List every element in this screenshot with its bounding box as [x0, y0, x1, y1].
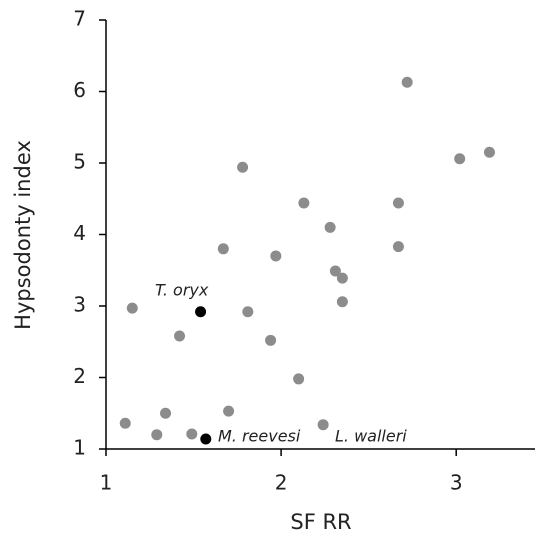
point [298, 197, 310, 209]
point [317, 419, 329, 431]
y-tick-label: 3 [73, 293, 86, 317]
point [151, 429, 163, 441]
y-tick-label: 2 [73, 364, 86, 388]
point [195, 306, 207, 318]
point [392, 241, 404, 253]
point [329, 265, 341, 277]
x-tick-label: 2 [275, 471, 288, 495]
point [392, 197, 404, 209]
point [119, 417, 131, 429]
y-tick-label: 7 [73, 7, 86, 31]
point [336, 272, 348, 284]
point [401, 76, 413, 88]
annotation: L. walleri [335, 427, 407, 446]
x-tick-label: 1 [100, 471, 113, 495]
point [223, 405, 235, 417]
x-tick-label: 3 [450, 471, 463, 495]
point [186, 428, 198, 440]
point [336, 296, 348, 308]
y-tick-label: 1 [73, 436, 86, 460]
point [200, 433, 212, 445]
point [265, 334, 277, 346]
x-axis-title: SF RR [290, 510, 351, 534]
point [270, 250, 282, 262]
point [293, 373, 305, 385]
y-tick-label: 5 [73, 150, 86, 174]
point [126, 302, 138, 314]
y-tick-label: 4 [73, 221, 86, 245]
annotation: T. oryx [155, 281, 209, 300]
point [174, 330, 186, 342]
point [160, 407, 172, 419]
point [483, 146, 495, 158]
y-tick-label: 6 [73, 78, 86, 102]
point [324, 221, 336, 233]
point [454, 153, 466, 165]
point [242, 306, 254, 318]
point [217, 243, 229, 255]
y-axis-title: Hypsodonty index [11, 140, 35, 330]
point [237, 161, 249, 173]
annotation: M. reevesi [218, 427, 301, 446]
